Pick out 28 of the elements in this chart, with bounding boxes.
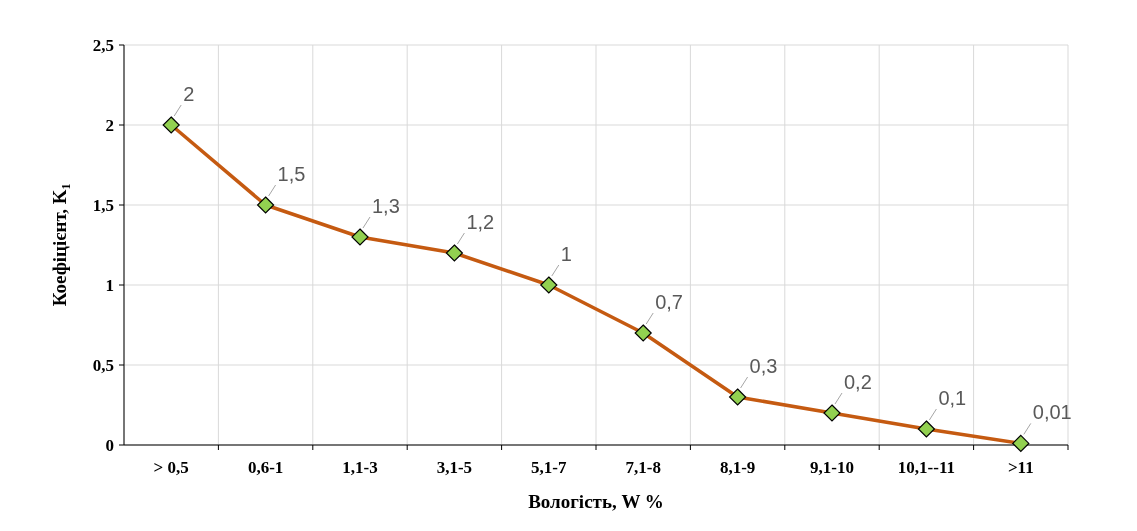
data-label: 1 xyxy=(560,243,572,265)
y-tick-label: 0 xyxy=(105,435,114,455)
x-tick-label: 8,1-9 xyxy=(719,458,756,477)
data-label: 2 xyxy=(183,83,195,105)
x-axis-title: Вологість, W % xyxy=(528,491,664,512)
x-tick-label: 9,1-10 xyxy=(810,458,854,477)
data-label: 1,2 xyxy=(466,211,495,233)
x-tick-label: > 0,5 xyxy=(153,458,189,477)
y-tick-label: 0,5 xyxy=(92,355,114,375)
data-label: 0,7 xyxy=(655,291,684,313)
x-tick-label: 3,1-5 xyxy=(436,458,473,477)
x-tick-label: 0,6-1 xyxy=(247,458,284,477)
y-tick-label: 2 xyxy=(105,115,114,135)
data-label: 0,3 xyxy=(749,355,778,377)
x-tick-label: 10,1--11 xyxy=(897,458,955,477)
x-tick-label: 7,1-8 xyxy=(625,458,661,477)
y-axis-title: Коефіцієнт, K₁ xyxy=(49,183,70,307)
data-label: 0,2 xyxy=(844,371,872,393)
x-tick-label: >11 xyxy=(1007,458,1034,477)
data-label: 0,01 xyxy=(1032,401,1072,424)
y-tick-label: 1,5 xyxy=(92,195,114,215)
x-tick-label: 1,1-3 xyxy=(342,458,378,477)
data-label: 0,1 xyxy=(938,387,967,409)
y-tick-label: 1 xyxy=(105,275,114,295)
x-tick-label: 5,1-7 xyxy=(531,458,567,477)
y-tick-label: 2,5 xyxy=(92,35,114,55)
data-label: 1,3 xyxy=(372,195,400,217)
data-label: 1,5 xyxy=(277,163,306,185)
